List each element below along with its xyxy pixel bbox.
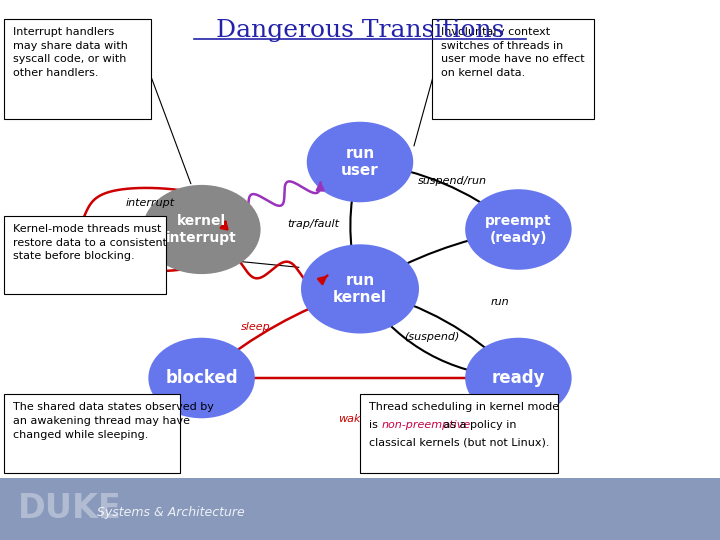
FancyArrowPatch shape xyxy=(211,292,351,370)
Text: as a policy in: as a policy in xyxy=(441,420,517,430)
Text: classical kernels (but not Linux).: classical kernels (but not Linux). xyxy=(369,438,550,448)
Text: preempt
(ready): preempt (ready) xyxy=(485,214,552,245)
Text: DUKE: DUKE xyxy=(18,492,122,525)
Text: kernel
interrupt: kernel interrupt xyxy=(166,214,237,245)
FancyBboxPatch shape xyxy=(4,216,166,294)
FancyBboxPatch shape xyxy=(360,394,558,472)
Text: interrupt: interrupt xyxy=(126,198,175,207)
Text: run: run xyxy=(491,298,510,307)
Bar xyxy=(0,478,720,540)
FancyArrowPatch shape xyxy=(370,291,510,370)
FancyArrowPatch shape xyxy=(351,171,359,277)
Text: Thread scheduling in kernel mode: Thread scheduling in kernel mode xyxy=(369,402,559,413)
Text: is: is xyxy=(369,420,382,430)
Circle shape xyxy=(302,246,418,332)
Text: Involuntary context
switches of threads in
user mode have no effect
on kernel da: Involuntary context switches of threads … xyxy=(441,27,585,78)
Text: Dangerous Transitions: Dangerous Transitions xyxy=(216,19,504,42)
Text: suspend/run: suspend/run xyxy=(418,176,487,186)
Circle shape xyxy=(467,339,570,417)
Circle shape xyxy=(150,339,253,417)
Text: (suspend): (suspend) xyxy=(405,333,459,342)
Text: The shared data states observed by
an awakening thread may have
changed while sl: The shared data states observed by an aw… xyxy=(13,402,214,440)
Text: run
user: run user xyxy=(341,146,379,178)
Text: sleep: sleep xyxy=(240,322,271,332)
Circle shape xyxy=(144,186,259,273)
Text: blocked: blocked xyxy=(166,369,238,387)
FancyArrowPatch shape xyxy=(371,231,509,282)
Text: non-preemptive: non-preemptive xyxy=(382,420,471,430)
FancyBboxPatch shape xyxy=(4,394,180,472)
FancyBboxPatch shape xyxy=(4,19,151,119)
Circle shape xyxy=(308,123,412,201)
FancyArrowPatch shape xyxy=(369,163,510,222)
FancyArrowPatch shape xyxy=(211,374,506,382)
FancyBboxPatch shape xyxy=(432,19,594,119)
Text: Kernel-mode threads must
restore data to a consistent
state before blocking.: Kernel-mode threads must restore data to… xyxy=(13,224,167,261)
Text: Systems & Architecture: Systems & Architecture xyxy=(97,505,245,518)
FancyArrowPatch shape xyxy=(367,299,509,377)
Circle shape xyxy=(467,191,570,268)
Text: ready: ready xyxy=(492,369,545,387)
Text: wakeup: wakeup xyxy=(338,414,382,423)
Text: Interrupt handlers
may share data with
syscall code, or with
other handlers.: Interrupt handlers may share data with s… xyxy=(13,27,128,78)
Text: run
kernel: run kernel xyxy=(333,273,387,305)
Text: trap/fault: trap/fault xyxy=(287,219,339,229)
